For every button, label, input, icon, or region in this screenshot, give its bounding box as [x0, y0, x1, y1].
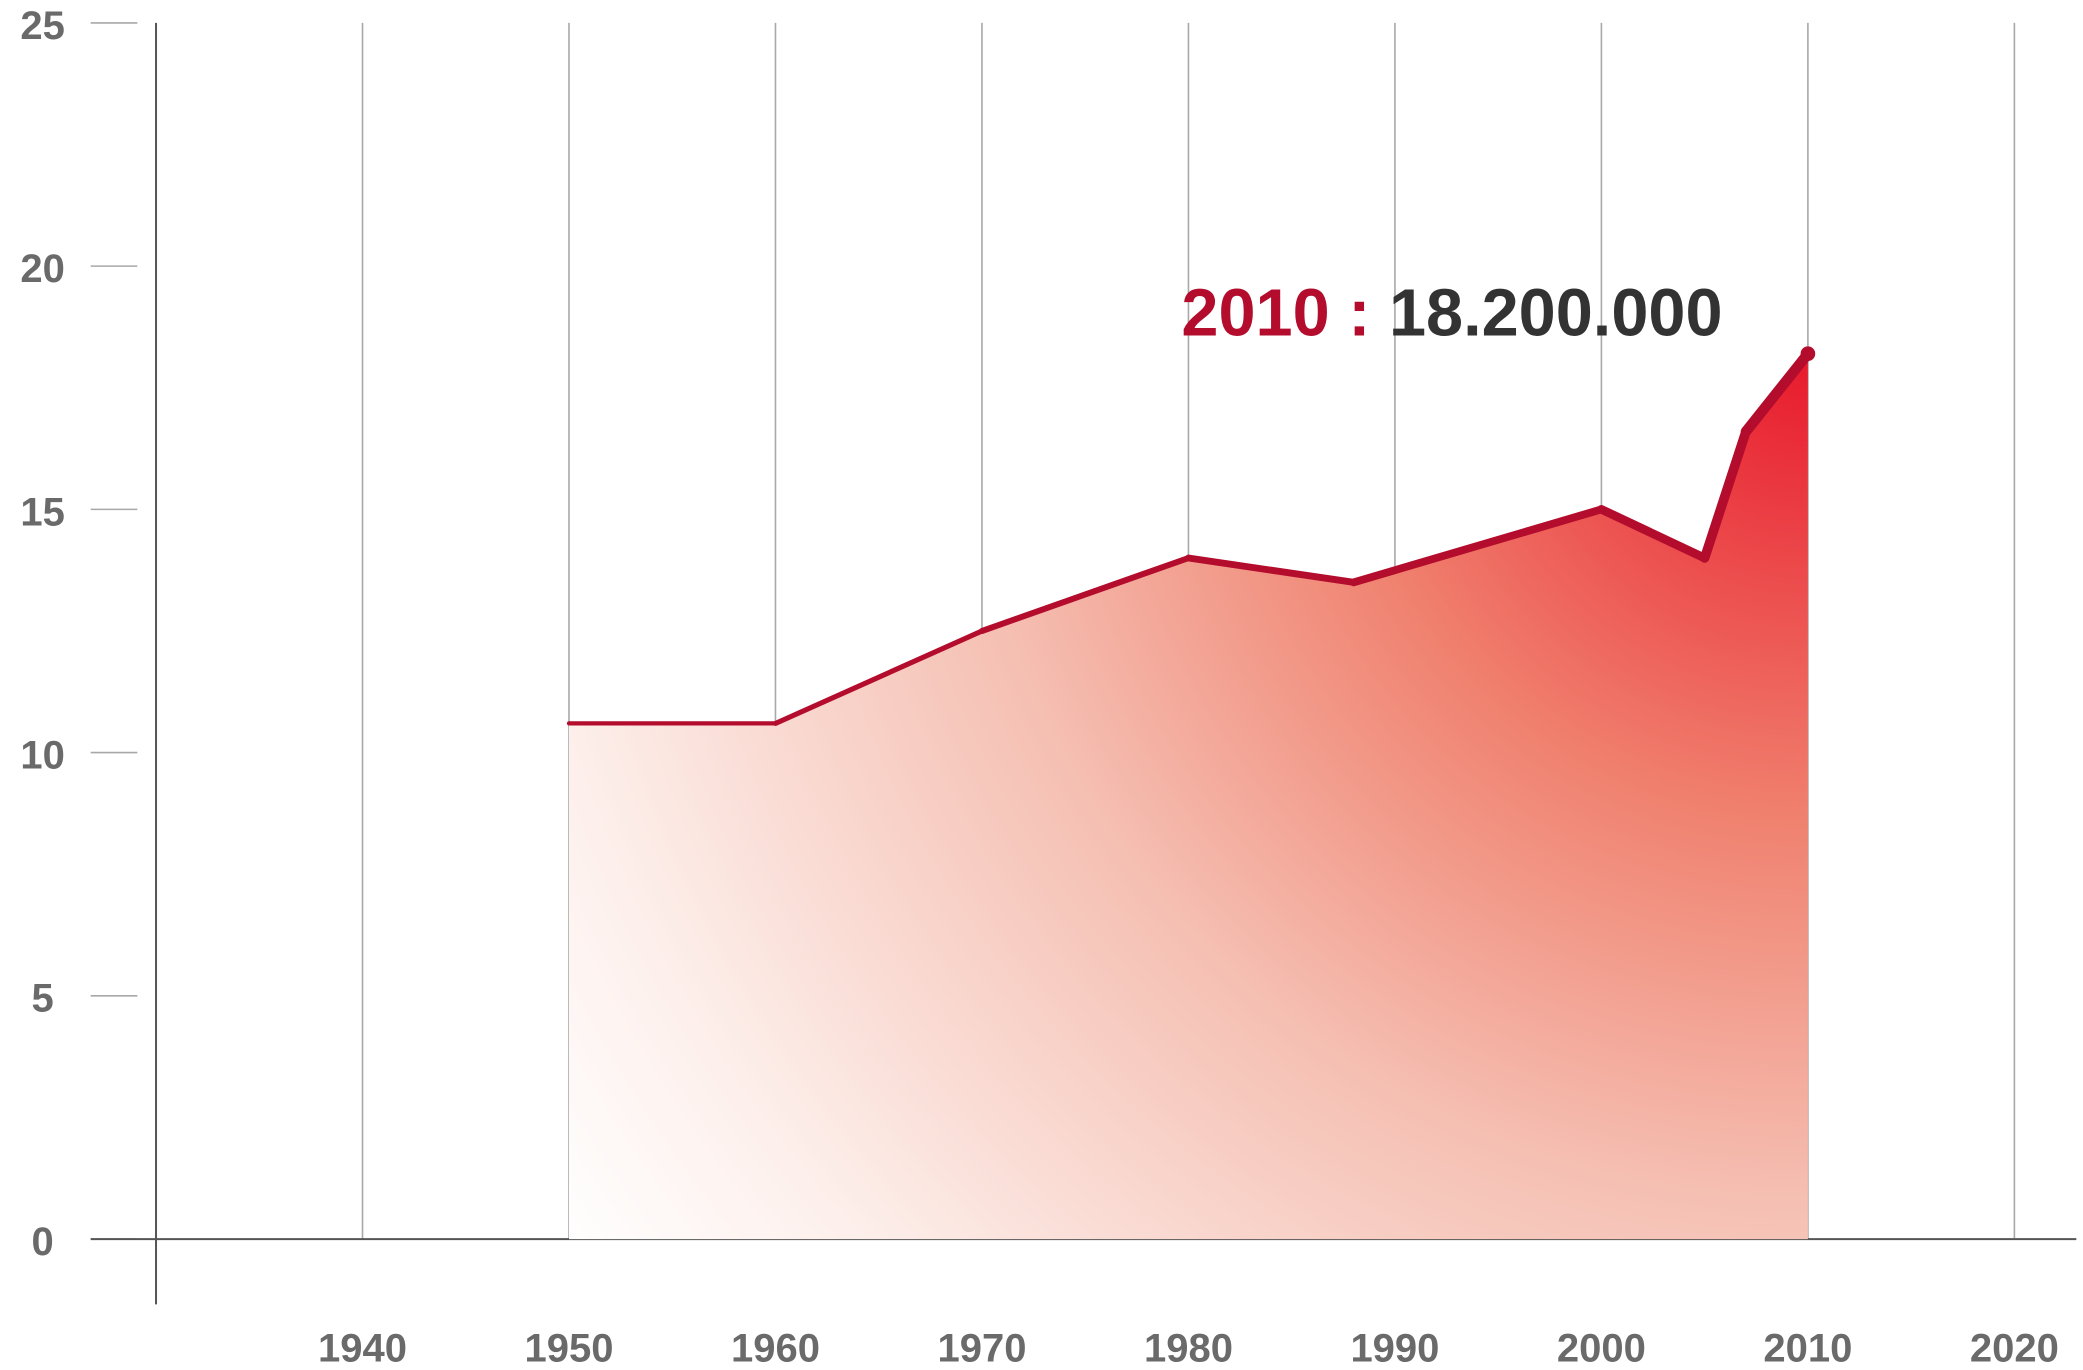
line-segment: [1597, 505, 1709, 563]
line-segment: [1349, 505, 1606, 587]
line-segment: [1185, 554, 1358, 586]
plot: [566, 346, 1816, 1240]
x-tick-label: 1950: [525, 1327, 614, 1370]
y-tick-label: 25: [20, 4, 65, 48]
x-tick-label: 1980: [1144, 1327, 1233, 1370]
line-segment: [978, 555, 1192, 634]
y-tick-label: 20: [20, 247, 65, 291]
x-tick-label: 1960: [731, 1327, 820, 1370]
x-tick-label: 2020: [1970, 1327, 2059, 1370]
x-tick-label: 1940: [318, 1327, 407, 1370]
annotation-label: 2010 :: [1181, 276, 1370, 350]
annotation-value: 18.200.000: [1389, 276, 1723, 350]
line-segment: [772, 628, 985, 726]
y-tick-label: 15: [20, 490, 65, 534]
x-tick-label: 1970: [937, 1327, 1026, 1370]
annotation: 2010 : 18.200.000: [1181, 276, 1722, 350]
line-segment: [1740, 348, 1814, 437]
y-tick-label: 0: [32, 1220, 54, 1264]
area: [568, 353, 1808, 1240]
y-tick-label: 10: [20, 734, 65, 778]
x-tick-label: 2010: [1763, 1327, 1852, 1370]
line-segment: [1699, 426, 1751, 563]
x-tick-label: 2000: [1557, 1327, 1646, 1370]
y-tick-label: 5: [32, 977, 54, 1021]
x-tick-label: 1990: [1350, 1327, 1439, 1370]
end-point: [1800, 346, 1816, 362]
